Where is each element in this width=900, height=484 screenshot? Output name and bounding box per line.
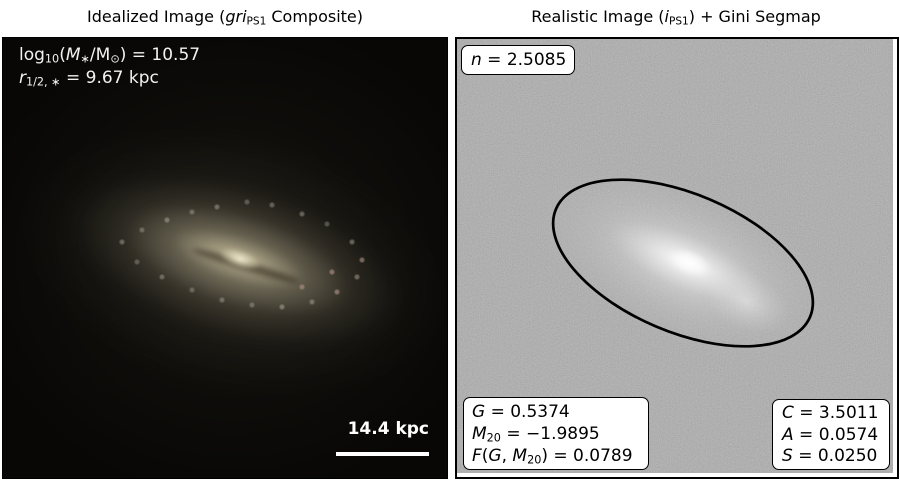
realistic-image-panel: n = 2.5085 G = 0.5374 M20 = −1.9895 F(G,… [455, 37, 899, 479]
sersic-index-value: n = 2.5085 [471, 50, 567, 70]
galaxy-core-glow [667, 247, 713, 278]
smoothness-value: S = 0.0250 [782, 446, 878, 466]
scalebar-label: 14.4 kpc [347, 419, 429, 439]
galaxy-star-clumps [3, 38, 5, 40]
gini-value: G = 0.5374 [472, 402, 570, 422]
realistic-image [457, 39, 893, 473]
cas-box: C = 3.5011 A = 0.0574 S = 0.0250 [772, 399, 890, 470]
galaxy-outer-clump [703, 270, 790, 334]
galaxy-dust-lane [191, 245, 301, 287]
stellar-mass-label: log10(M∗/M⊙) = 10.57 [19, 45, 201, 66]
gini-segmap-ellipse [551, 178, 815, 348]
galaxy-core [216, 243, 264, 275]
concentration-value: C = 3.5011 [782, 403, 879, 423]
m20-value: M20 = −1.9895 [472, 424, 600, 445]
asymmetry-value: A = 0.0574 [782, 424, 879, 445]
gini-m20-box: G = 0.5374 M20 = −1.9895 F(G, M20) = 0.0… [463, 397, 649, 470]
galaxy-outer-halo [3, 88, 447, 436]
galaxy-inner-disk [112, 181, 364, 339]
idealized-image-panel: log10(M∗/M⊙) = 10.57 r1/2, ∗ = 9.67 kpc … [2, 37, 448, 479]
galaxy-disk-glow [51, 142, 421, 380]
galaxy-bulge [165, 216, 313, 302]
left-panel-title: Idealized Image (griPS1 Composite) [86, 7, 363, 28]
scalebar-line [336, 452, 429, 456]
half-mass-radius-label: r1/2, ∗ = 9.67 kpc [19, 68, 159, 89]
galaxy-properties-annotation: log10(M∗/M⊙) = 10.57 r1/2, ∗ = 9.67 kpc [19, 44, 200, 90]
right-panel-title: Realistic Image (iPS1) + Gini Segmap [531, 7, 821, 28]
sersic-index-box: n = 2.5085 [461, 45, 575, 75]
f-gm20-value: F(G, M20) = 0.0789 [472, 446, 633, 467]
